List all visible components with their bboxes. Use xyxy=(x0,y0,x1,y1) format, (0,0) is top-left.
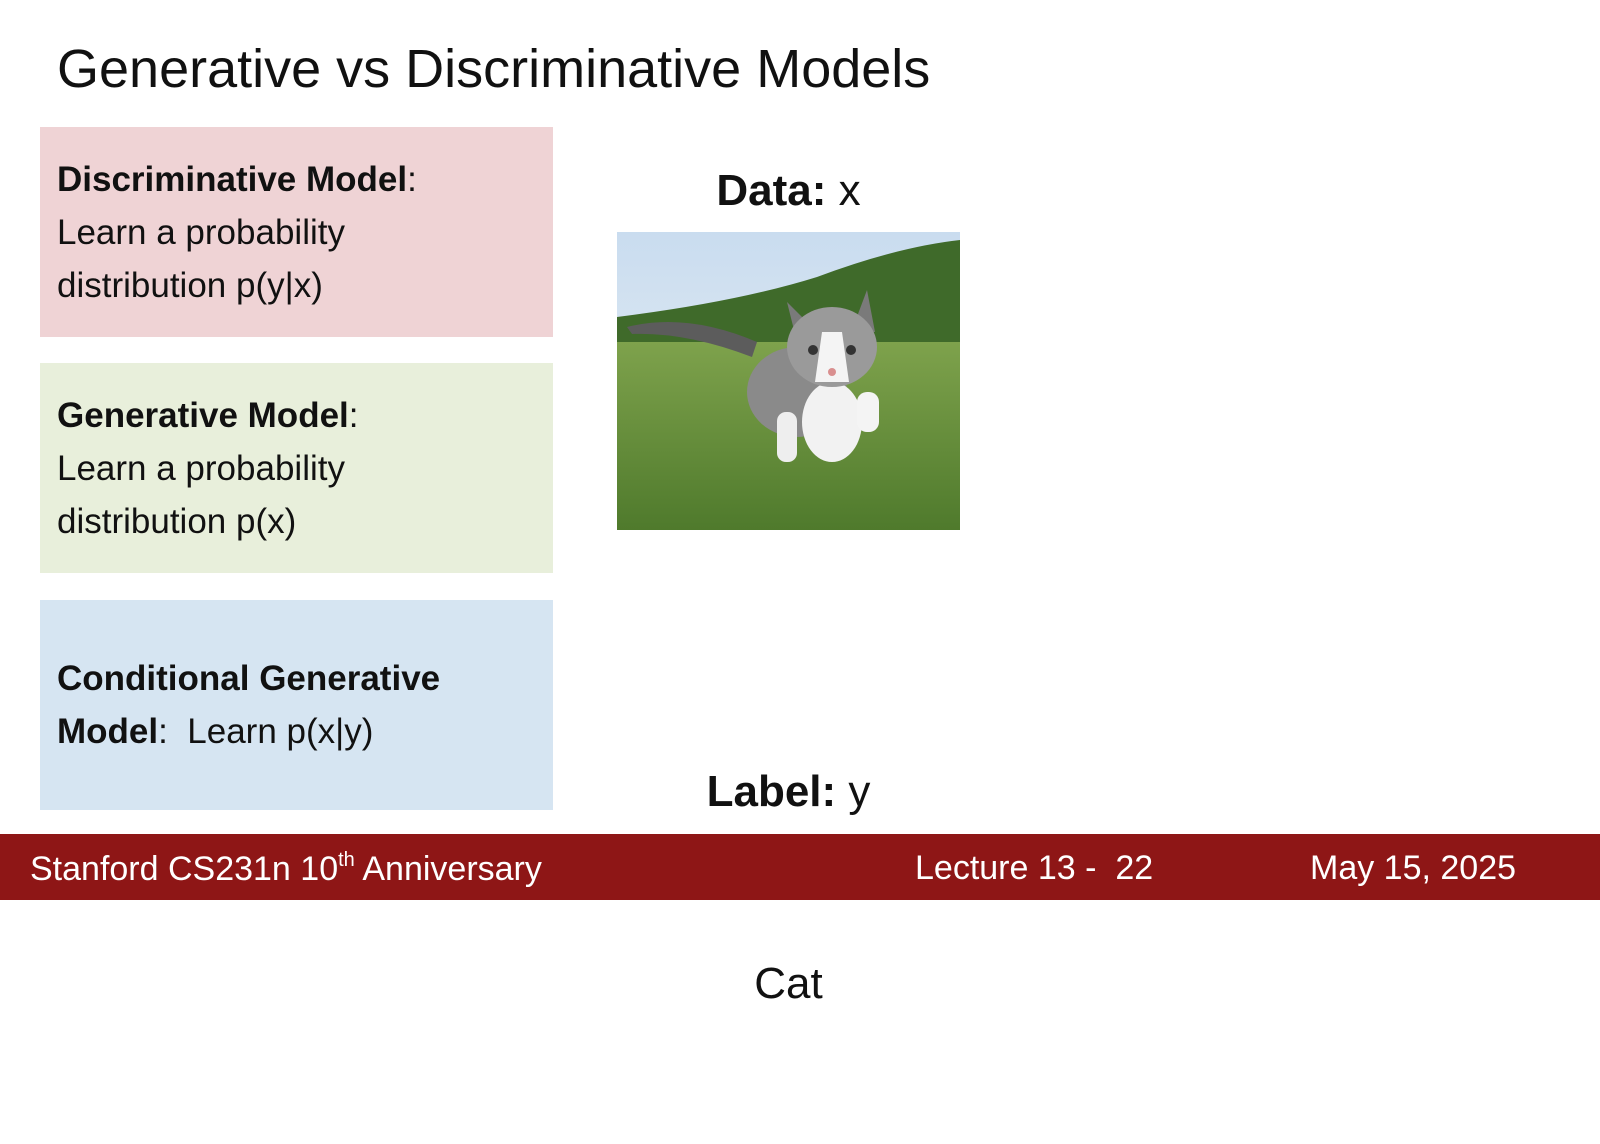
lecture: Lecture 13 - 22 xyxy=(915,849,1154,887)
box-line: Learn a probability xyxy=(57,212,345,252)
date: May 15, 2025 xyxy=(1310,849,1517,887)
slide-title: Generative vs Discriminative Models xyxy=(57,39,931,99)
suffix: : xyxy=(407,159,417,199)
box-line: distribution p(y|x) xyxy=(57,265,323,305)
suffix: : Learn p(x|y) xyxy=(158,712,374,751)
caption-line: Label: y xyxy=(617,760,960,824)
cat-nose xyxy=(828,368,836,376)
box-line: Model: Learn p(x|y) xyxy=(57,705,553,758)
conditional-box: Conditional Generative Model: Learn p(x|… xyxy=(40,600,553,810)
course-name: Stanford CS231n 10 xyxy=(30,850,339,888)
term: Discriminative Model xyxy=(57,159,408,199)
cat-leg xyxy=(777,412,797,462)
term: Model xyxy=(57,712,159,751)
box-line: Learn a probability xyxy=(57,448,345,488)
suffix: : xyxy=(348,395,359,435)
cat-face xyxy=(815,332,849,382)
caption-symbol: y xyxy=(848,767,871,816)
cat-leg xyxy=(857,392,879,432)
box-line: distribution p(x) xyxy=(57,501,297,541)
box-line: Generative Model: xyxy=(57,389,553,442)
superscript: th xyxy=(338,849,355,871)
cat-image xyxy=(617,232,960,530)
slide: Generative vs Discriminative Models Disc… xyxy=(0,39,1600,1008)
term: Generative Model xyxy=(57,395,349,435)
caption-label: Label: xyxy=(706,767,837,816)
caption-symbol: x xyxy=(838,166,861,215)
cat-chest xyxy=(802,382,862,462)
course-rest: Anniversary xyxy=(354,850,542,888)
caption-value: Cat xyxy=(754,959,823,1008)
cat-eye xyxy=(808,345,818,355)
term: Conditional Generative xyxy=(57,659,441,698)
footer: Stanford CS231n 10th Anniversary Lecture… xyxy=(0,834,1600,900)
discriminative-box: Discriminative Model: Learn a probabilit… xyxy=(40,127,553,337)
cat-eye xyxy=(846,345,856,355)
box-line: Discriminative Model: xyxy=(57,153,553,206)
course: Stanford CS231n 10th Anniversary xyxy=(30,849,542,889)
box-line: Conditional Generative xyxy=(57,652,553,705)
cat-tail xyxy=(627,322,757,357)
caption-label: Data: xyxy=(716,166,827,215)
generative-box: Generative Model: Learn a probability di… xyxy=(40,363,553,573)
data-caption: Data: x xyxy=(617,166,960,216)
